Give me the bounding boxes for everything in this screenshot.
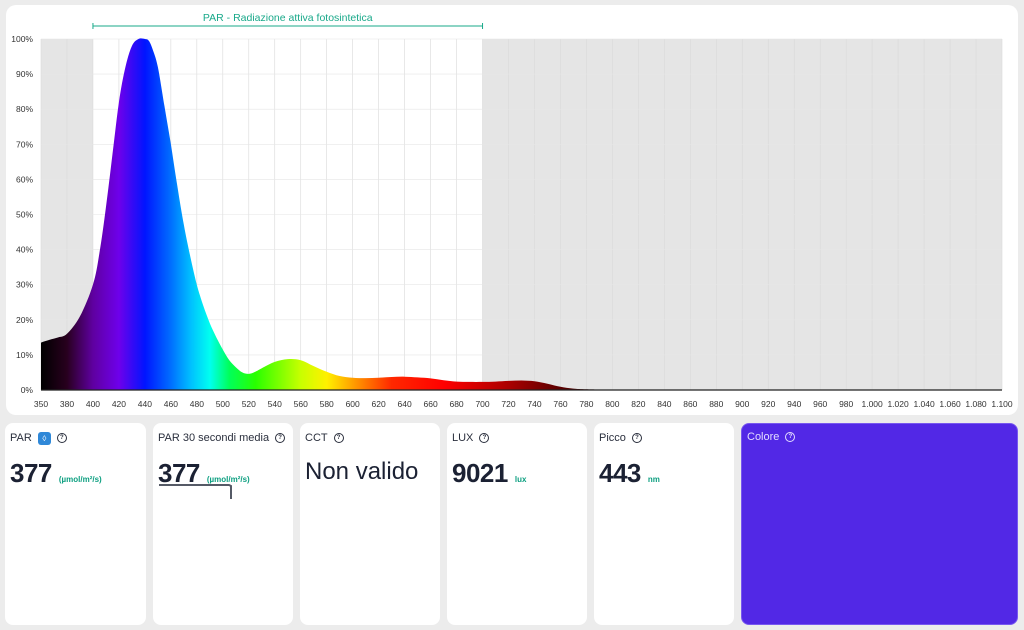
peak-unit: nm: [647, 475, 660, 484]
par30-unit: (µmol/m²/s): [206, 475, 250, 484]
lux-value: 9021: [452, 458, 508, 488]
lux-label: LUX: [452, 432, 474, 444]
y-tick-label: 80%: [16, 104, 33, 114]
help-icon[interactable]: ?: [56, 433, 67, 443]
x-tick-label: 1.040: [913, 399, 935, 409]
par30-value: 377: [158, 458, 200, 488]
peak-label: Picco: [599, 432, 626, 444]
x-tick-label: 520: [242, 399, 256, 409]
help-icon[interactable]: ?: [631, 433, 642, 443]
x-tick-label: 1.060: [939, 399, 961, 409]
x-tick-label: 480: [190, 399, 204, 409]
x-tick-label: 800: [605, 399, 619, 409]
x-tick-label: 880: [709, 399, 723, 409]
x-tick-label: 380: [60, 399, 74, 409]
y-tick-label: 30%: [16, 280, 33, 290]
lux-unit: lux: [514, 475, 527, 484]
par-unit: (µmol/m²/s): [58, 475, 102, 484]
y-tick-label: 90%: [16, 69, 33, 79]
color-tile: Colore ?: [741, 423, 1018, 625]
cct-label: CCT: [305, 432, 328, 444]
x-tick-label: 1.100: [991, 399, 1013, 409]
cct-tile: CCT ? Non valido: [300, 423, 440, 625]
spectrum-chart: 350 380 400 420 440 460 480 500 520 540 560 580 600 6…: [11, 12, 1013, 409]
x-tick-label: 500: [216, 399, 230, 409]
x-tick-label: 700: [475, 399, 489, 409]
par30-tile: PAR 30 secondi media ? 377 (µmol/m²/s): [153, 423, 293, 625]
x-tick-label: 580: [320, 399, 334, 409]
x-tick-label: 620: [372, 399, 386, 409]
x-tick-label: 960: [813, 399, 827, 409]
help-icon[interactable]: ?: [479, 433, 490, 443]
x-tick-label: 540: [268, 399, 282, 409]
cct-value: Non valido: [305, 458, 419, 485]
y-tick-label: 10%: [16, 350, 33, 360]
par30-label: PAR 30 secondi media: [158, 432, 270, 444]
x-tick-label: 980: [839, 399, 853, 409]
par-tile: PAR ◊ ? 377 (µmol/m²/s): [5, 423, 146, 625]
x-tick-label: 600: [346, 399, 360, 409]
x-tick-label: 440: [138, 399, 152, 409]
x-tick-label: 660: [424, 399, 438, 409]
x-tick-label: 350: [34, 399, 48, 409]
y-tick-label: 50%: [16, 210, 33, 220]
par-mode-icon[interactable]: ◊: [37, 431, 51, 445]
y-tick-label: 100%: [11, 34, 33, 44]
help-icon[interactable]: ?: [785, 432, 796, 442]
x-tick-label: 720: [501, 399, 515, 409]
x-tick-label: 1.080: [965, 399, 987, 409]
y-tick-label: 40%: [16, 245, 33, 255]
x-tick-label: 400: [86, 399, 100, 409]
spectrum-area: [41, 38, 1002, 390]
x-tick-label: 920: [761, 399, 775, 409]
y-tick-label: 20%: [16, 315, 33, 325]
x-tick-label: 940: [787, 399, 801, 409]
x-tick-label: 560: [294, 399, 308, 409]
x-tick-label: 740: [527, 399, 541, 409]
x-tick-label: 460: [164, 399, 178, 409]
par-value: 377: [10, 458, 52, 488]
par-label: PAR: [10, 432, 32, 444]
x-tick-label: 1.020: [887, 399, 909, 409]
peak-tile: Picco ? 443 nm: [594, 423, 734, 625]
x-tick-label: 680: [449, 399, 463, 409]
x-tick-label: 860: [683, 399, 697, 409]
x-tick-label: 1.000: [861, 399, 883, 409]
x-tick-label: 900: [735, 399, 749, 409]
y-tick-label: 0%: [21, 385, 34, 395]
x-tick-label: 640: [398, 399, 412, 409]
help-icon[interactable]: ?: [275, 433, 286, 443]
x-tick-label: 840: [657, 399, 671, 409]
par30-sparkline: [159, 484, 232, 499]
x-tick-label: 820: [631, 399, 645, 409]
lux-tile: LUX ? 9021 lux: [447, 423, 587, 625]
x-tick-label: 780: [579, 399, 593, 409]
color-label: Colore: [747, 431, 780, 443]
x-tick-label: 420: [112, 399, 126, 409]
spectrum-chart-card: 350 380 400 420 440 460 480 500 520 540 560 580 600 6…: [6, 5, 1018, 415]
help-icon[interactable]: ?: [333, 433, 344, 443]
peak-value: 443: [599, 458, 641, 488]
y-tick-label: 70%: [16, 139, 33, 149]
par-band-label: PAR - Radiazione attiva fotosintetica: [203, 12, 373, 24]
y-tick-label: 60%: [16, 174, 33, 184]
x-tick-label: 760: [553, 399, 567, 409]
